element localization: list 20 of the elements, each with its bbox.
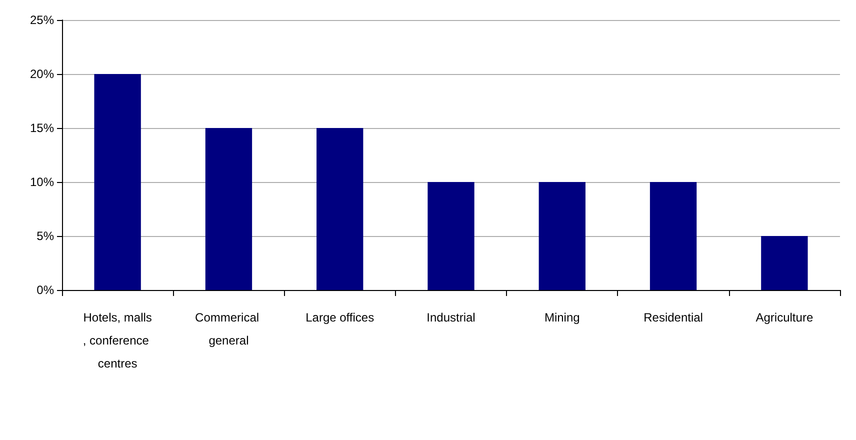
bar [650, 182, 697, 290]
y-tick-label: 5% [36, 229, 54, 243]
x-tick-label: Large offices [306, 310, 374, 324]
x-tick-label: Agriculture [756, 310, 814, 324]
bar [205, 128, 252, 290]
x-tick-label: Commerical general [195, 310, 262, 348]
y-tick-label: 0% [36, 283, 54, 297]
y-tick-label: 15% [30, 121, 54, 135]
y-tick-label: 10% [30, 175, 54, 189]
bar [428, 182, 474, 290]
bar [761, 236, 808, 290]
x-tick-label: Industrial [426, 310, 476, 324]
bar [538, 182, 586, 290]
bar [316, 128, 364, 290]
x-tick-label: Hotels, malls, conference centres [82, 310, 152, 370]
bar [94, 74, 141, 290]
y-tick-label: 20% [30, 67, 54, 81]
x-tick-label: Mining [544, 310, 580, 324]
y-tick-label: 25% [30, 13, 54, 27]
x-tick-label: Residential [644, 310, 703, 324]
